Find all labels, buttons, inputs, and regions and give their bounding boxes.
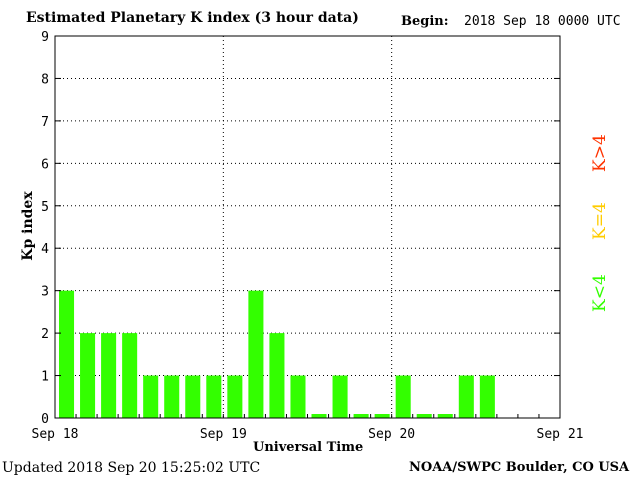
x-tick-label: Sep 18 [32, 427, 79, 442]
y-tick-label: 0 [41, 412, 49, 427]
kp-bar [80, 333, 96, 418]
y-tick-label: 2 [41, 327, 49, 342]
kp-bar [206, 375, 222, 418]
kp-bar [374, 414, 390, 418]
chart-title: Estimated Planetary K index (3 hour data… [26, 10, 359, 26]
kp-bar [248, 290, 264, 418]
kp-bar [437, 414, 453, 418]
x-tick-label: Sep 20 [368, 427, 415, 442]
kp-bar [101, 333, 117, 418]
kp-bar [353, 414, 369, 418]
kp-bar [416, 414, 432, 418]
kp-bar [458, 375, 474, 418]
kp-bar [122, 333, 138, 418]
y-tick-label: 1 [41, 370, 49, 385]
kp-bar [269, 333, 285, 418]
legend-k-equal-4: K=4 [590, 202, 610, 240]
y-tick-label: 7 [41, 115, 49, 130]
kp-bar [59, 290, 75, 418]
y-tick-label: 9 [41, 30, 49, 45]
kp-bar [164, 375, 180, 418]
kp-bar [395, 375, 411, 418]
kp-bar [479, 375, 495, 418]
source-credit: NOAA/SWPC Boulder, CO USA [409, 460, 630, 475]
begin-label: Begin: [401, 14, 449, 29]
legend-k-above-4: K>4 [590, 134, 610, 172]
kp-bar [185, 375, 201, 418]
x-tick-label: Sep 21 [537, 427, 584, 442]
y-tick-label: 4 [41, 242, 49, 257]
y-tick-label: 6 [41, 157, 49, 172]
legend-k-below-4: K<4 [590, 274, 610, 312]
kp-bar [311, 414, 327, 418]
y-axis-label: Kp index [20, 191, 36, 261]
kp-bar [143, 375, 159, 418]
kp-bar [332, 375, 348, 418]
begin-value: 2018 Sep 18 0000 UTC [464, 14, 621, 29]
y-tick-label: 5 [41, 200, 49, 215]
kp-bar [290, 375, 306, 418]
kp-bar [227, 375, 243, 418]
y-tick-label: 3 [41, 285, 49, 300]
x-tick-label: Sep 19 [200, 427, 247, 442]
y-tick-label: 8 [41, 72, 49, 87]
x-axis-label: Universal Time [253, 440, 364, 455]
updated-timestamp: Updated 2018 Sep 20 15:25:02 UTC [2, 460, 261, 476]
